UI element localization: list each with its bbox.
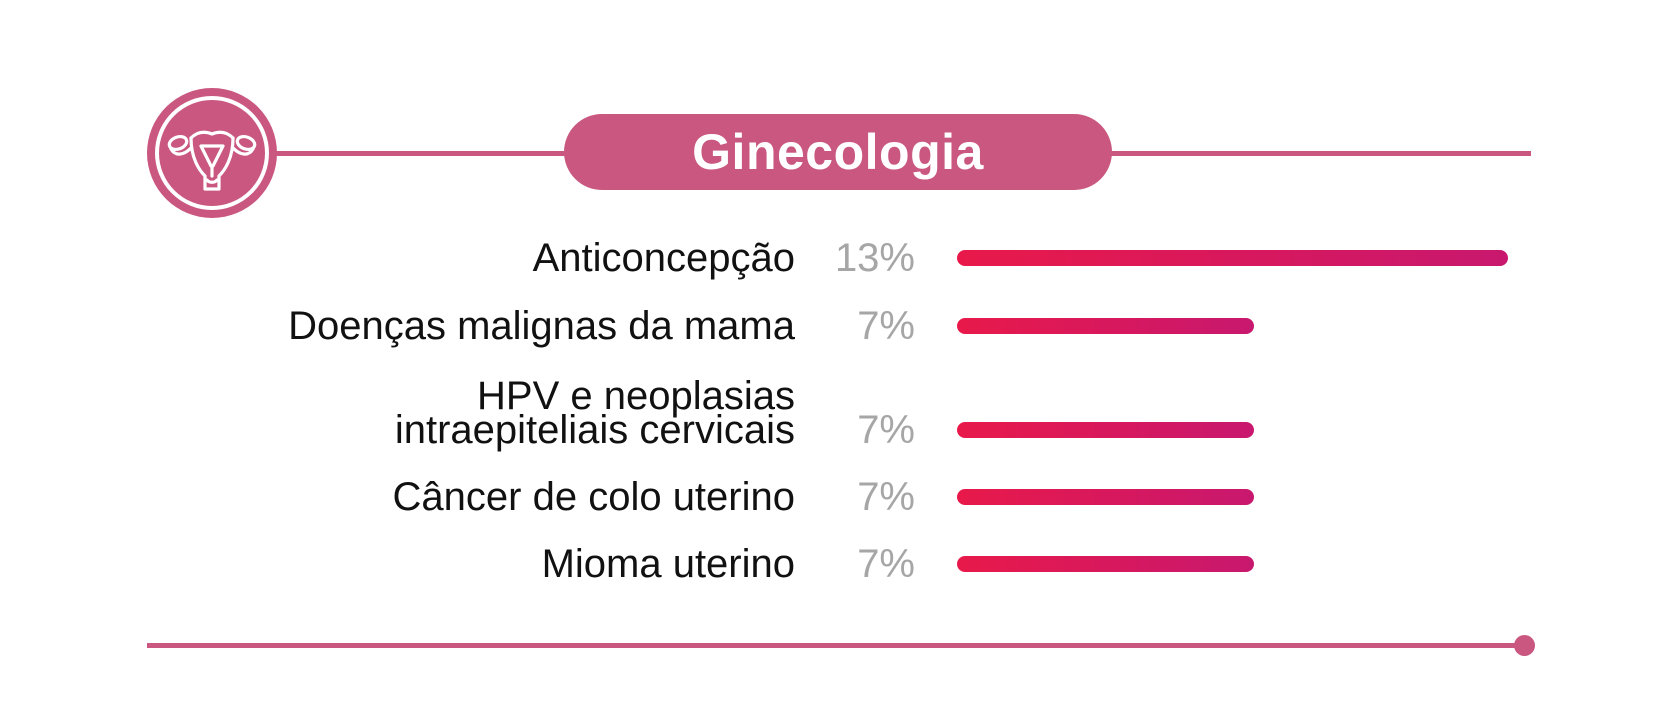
section-title: Ginecologia	[692, 124, 984, 180]
data-label: 7%	[857, 408, 915, 452]
data-label: 13%	[834, 236, 915, 280]
row-label: Câncer de colo uterino	[392, 475, 795, 519]
footer-dot	[1514, 635, 1535, 656]
data-label: 7%	[857, 475, 915, 519]
bar	[957, 489, 1254, 505]
data-label: 7%	[857, 304, 915, 348]
row-label: Mioma uterino	[541, 542, 795, 586]
bar	[957, 318, 1254, 334]
row-label: HPV e neoplasias	[477, 374, 795, 418]
bar	[957, 250, 1508, 266]
data-label: 7%	[857, 542, 915, 586]
footer-divider-line	[147, 643, 1525, 648]
row-label: Anticoncepção	[532, 236, 795, 280]
bar	[957, 422, 1254, 438]
uterus-icon	[147, 88, 277, 218]
bar	[957, 556, 1254, 572]
row-label: Doenças malignas da mama	[288, 304, 795, 348]
section-title-pill: Ginecologia	[564, 114, 1112, 190]
row-label: intraepiteliais cervicais	[394, 408, 795, 452]
